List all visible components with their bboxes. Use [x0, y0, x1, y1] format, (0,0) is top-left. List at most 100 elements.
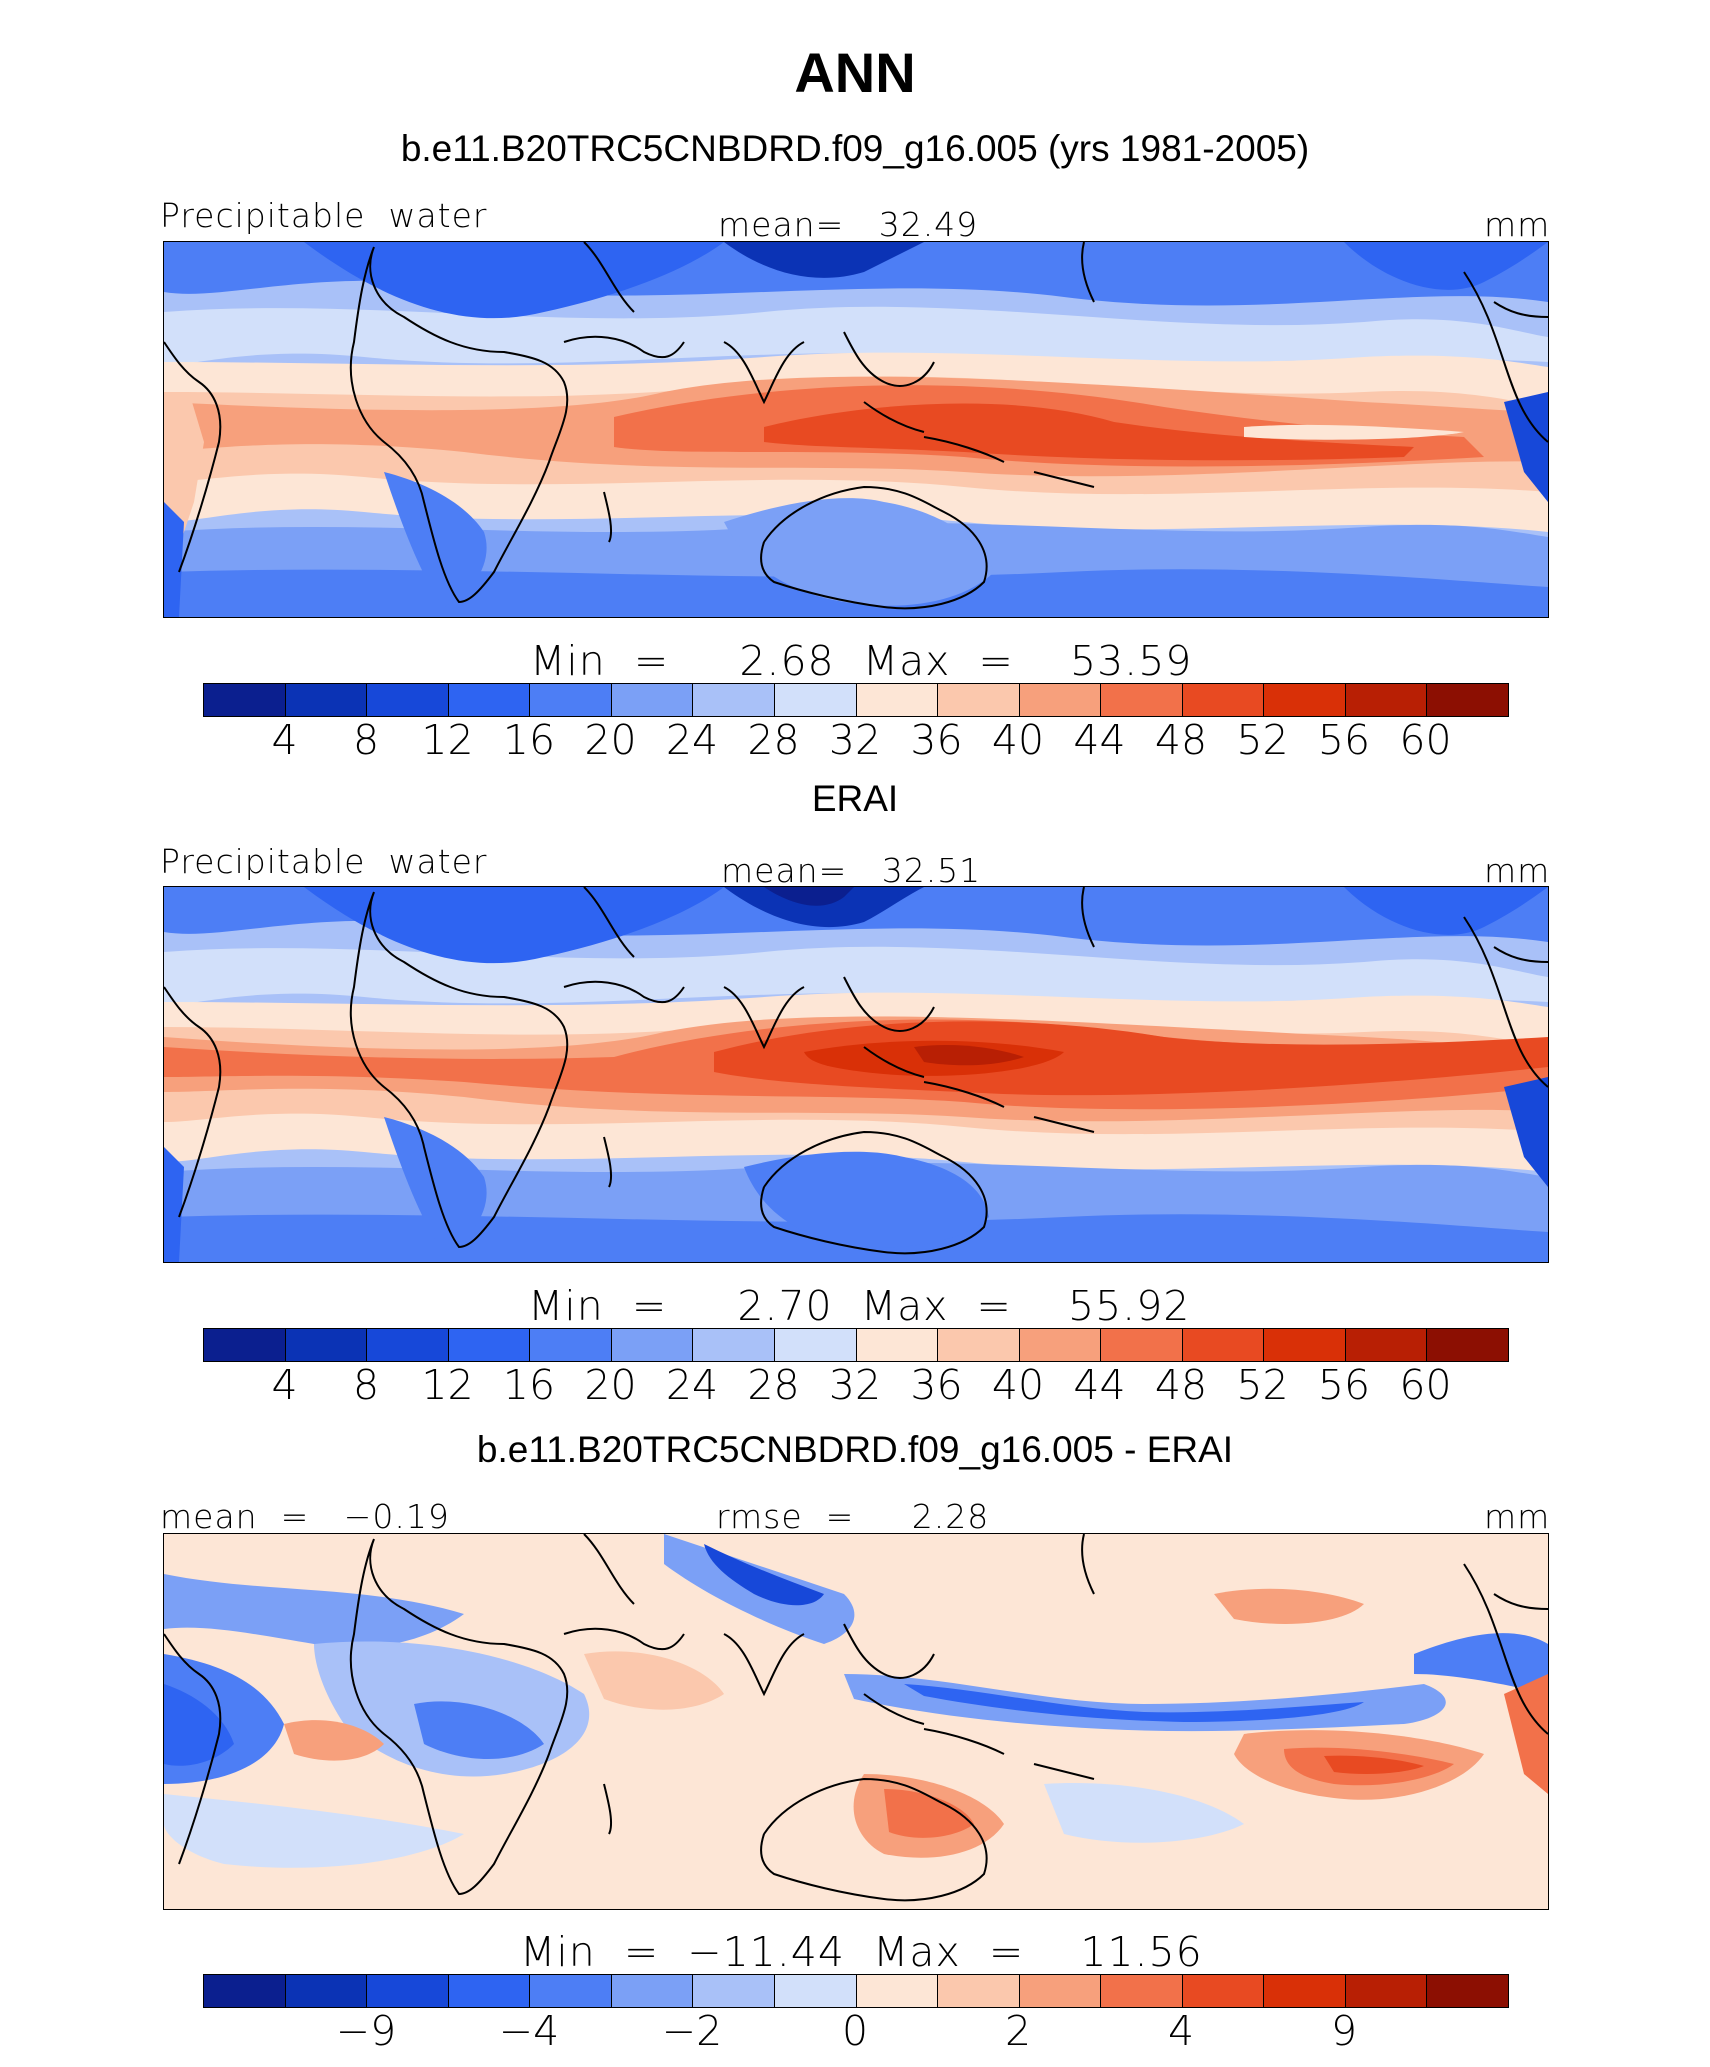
panel-2-colorbar-swatch [774, 1329, 857, 1361]
panel-2-variable-label: Precipitable water [160, 842, 488, 881]
panel-3-colorbar-swatch [611, 1975, 694, 2007]
panel-2-colorbar-tick-label: 40 [991, 1361, 1045, 1409]
panel-1-colorbar-swatch [1182, 684, 1265, 716]
panel-3-colorbar-swatch [448, 1975, 531, 2007]
panel-2-colorbar-swatch [1182, 1329, 1265, 1361]
panel-1-colorbar-tick-label: 28 [747, 716, 800, 764]
panel-1-colorbar-swatch [285, 684, 368, 716]
panel-2-colorbar-tick-label: 60 [1399, 1361, 1452, 1409]
panel-2-colorbar [203, 1328, 1509, 1362]
panel-1-colorbar-tick-label: 16 [502, 716, 556, 764]
panel-1-colorbar-swatch [1345, 684, 1428, 716]
panel-1-map [163, 241, 1549, 618]
panel-2-map [163, 886, 1549, 1263]
panel-1-colorbar-tick-label: 36 [910, 716, 963, 764]
panel-2-colorbar-tick-label: 56 [1317, 1361, 1371, 1409]
panel-3-colorbar-swatch [1427, 1975, 1508, 2007]
panel-3-colorbar-tick-label: 0 [841, 2007, 869, 2055]
panel-3-colorbar-swatch [367, 1975, 449, 2007]
panel-3-colorbar-swatch [693, 1975, 775, 2007]
panel-2-colorbar-swatch [285, 1329, 368, 1361]
panel-3-colorbar-tick-label: 2 [1004, 2007, 1032, 2055]
panel-3-units-label: mm [1484, 1497, 1551, 1536]
panel-2-colorbar-swatch [1345, 1329, 1428, 1361]
panel-2-colorbar-swatch [693, 1329, 775, 1361]
panel-1-colorbar-tick-label: 24 [665, 716, 719, 764]
panel-2-colorbar-swatch [530, 1329, 612, 1361]
panel-3-rmse-label: rmse = 2.28 [716, 1497, 990, 1536]
panel-2-colorbar-tick-label: 24 [665, 1361, 719, 1409]
panel-1-colorbar-swatch [693, 684, 775, 716]
panel-3-colorbar-tick-label: 4 [1167, 2007, 1195, 2055]
panel-1-colorbar-tick-label: 56 [1317, 716, 1371, 764]
panel-2-minmax: Min = 2.70 Max = 55.92 [528, 1282, 1191, 1330]
panel-2-colorbar-swatch [938, 1329, 1020, 1361]
panel-3-colorbar-swatch [856, 1975, 939, 2007]
figure-title: ANN [794, 41, 916, 104]
panel-2-colorbar-swatch [1019, 1329, 1102, 1361]
panel-3-colorbar-swatch [530, 1975, 612, 2007]
panel-1-colorbar-swatch [204, 684, 286, 716]
panel-2-colorbar-tick-label: 48 [1154, 1361, 1208, 1409]
panel-3-minmax: Min = −11.44 Max = 11.56 [520, 1928, 1203, 1976]
panel-2-colorbar-swatch [856, 1329, 939, 1361]
panel-1-colorbar-swatch [1427, 684, 1508, 716]
panel-2-colorbar-tick-label: 36 [910, 1361, 963, 1409]
panel-1-colorbar-tick-label: 40 [991, 716, 1045, 764]
panel-2-colorbar-tick-label: 44 [1073, 1361, 1126, 1409]
panel-2-colorbar-swatch [611, 1329, 694, 1361]
panel-2-colorbar-tick-label: 32 [828, 1361, 882, 1409]
panel-3-colorbar-swatch [1182, 1975, 1265, 2007]
panel-3-colorbar-swatch [204, 1975, 286, 2007]
panel-3-colorbar-swatch [1345, 1975, 1428, 2007]
panel-2-colorbar-tick-label: 4 [271, 1361, 298, 1409]
panel-1-colorbar-tick-label: 32 [828, 716, 882, 764]
panel-2-colorbar-swatch [1264, 1329, 1346, 1361]
panel-1-colorbar-tick-label: 52 [1236, 716, 1289, 764]
panel-3-colorbar [203, 1974, 1509, 2008]
panel-3-colorbar-tick-label: −9 [335, 2007, 397, 2055]
panel-1-colorbar-tick-label: 20 [584, 716, 637, 764]
panel-2-colorbar-swatch [448, 1329, 531, 1361]
panel-1-units-label: mm [1484, 205, 1551, 244]
panel-3-map [163, 1533, 1549, 1910]
panel-3-colorbar-swatch [938, 1975, 1020, 2007]
panel-1-colorbar-tick-label: 8 [352, 716, 380, 764]
panel-1-colorbar-swatch [938, 684, 1020, 716]
panel-2-colorbar-tick-label: 20 [584, 1361, 637, 1409]
panel-2-units-label: mm [1484, 851, 1551, 890]
panel-1-colorbar-swatch [1264, 684, 1346, 716]
panel-2-colorbar-swatch [1101, 1329, 1183, 1361]
panel-2-colorbar-swatch [1427, 1329, 1508, 1361]
panel-1-colorbar-swatch [611, 684, 694, 716]
panel-1-colorbar-swatch [774, 684, 857, 716]
panel-1-colorbar [203, 683, 1509, 717]
panel-2-colorbar-swatch [367, 1329, 449, 1361]
panel-1-colorbar-tick-label: 60 [1399, 716, 1452, 764]
panel-2-title: ERAI [811, 778, 899, 819]
panel-1-colorbar-swatch [530, 684, 612, 716]
panel-3-colorbar-swatch [774, 1975, 857, 2007]
panel-3-colorbar-swatch [285, 1975, 368, 2007]
panel-1-colorbar-swatch [448, 684, 531, 716]
panel-3-colorbar-swatch [1019, 1975, 1102, 2007]
panel-1-minmax: Min = 2.68 Max = 53.59 [530, 637, 1193, 685]
panel-1-colorbar-tick-label: 12 [421, 716, 474, 764]
panel-3-title: b.e11.B20TRC5CNBDRD.f09_g16.005 - ERAI [476, 1429, 1234, 1470]
panel-2-colorbar-tick-label: 28 [747, 1361, 800, 1409]
panel-3-colorbar-tick-label: −4 [498, 2007, 560, 2055]
panel-1-colorbar-swatch [856, 684, 939, 716]
panel-3-colorbar-swatch [1264, 1975, 1346, 2007]
panel-2-colorbar-tick-label: 8 [352, 1361, 380, 1409]
panel-2-mean-label: mean= 32.51 [721, 851, 982, 890]
panel-3-colorbar-tick-label: 9 [1330, 2007, 1358, 2055]
panel-2-colorbar-tick-label: 16 [502, 1361, 556, 1409]
panel-1-colorbar-swatch [367, 684, 449, 716]
panel-1-title: b.e11.B20TRC5CNBDRD.f09_g16.005 (yrs 198… [400, 128, 1310, 169]
panel-3-colorbar-tick-label: −2 [661, 2007, 723, 2055]
panel-1-colorbar-tick-label: 4 [271, 716, 298, 764]
panel-3-colorbar-swatch [1101, 1975, 1183, 2007]
panel-1-colorbar-swatch [1019, 684, 1102, 716]
panel-2-colorbar-tick-label: 12 [421, 1361, 474, 1409]
panel-1-mean-label: mean= 32.49 [718, 205, 979, 244]
